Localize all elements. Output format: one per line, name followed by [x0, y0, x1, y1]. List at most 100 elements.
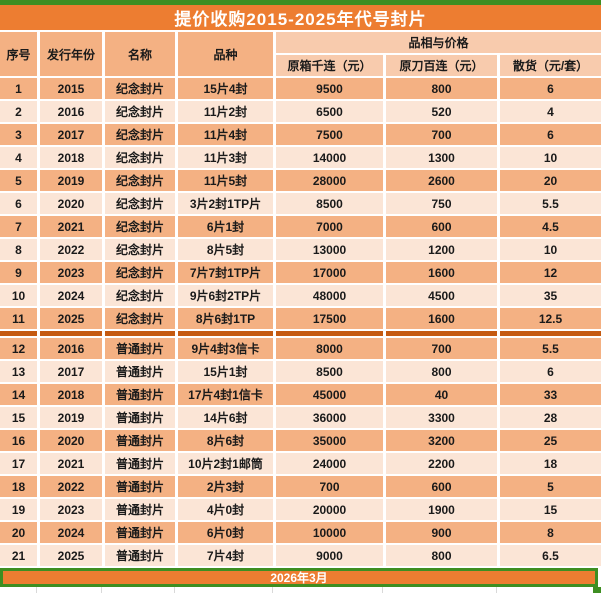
cell-variety[interactable]: 15片4封 [178, 78, 273, 99]
cell-box[interactable]: 9500 [276, 78, 383, 99]
header-cell-name[interactable]: 名称 [105, 32, 175, 76]
cell-box[interactable]: 35000 [276, 430, 383, 451]
cell-box[interactable]: 36000 [276, 407, 383, 428]
title-bar[interactable]: 提价收购2015-2025年代号封片 [0, 5, 601, 30]
cell-blade[interactable]: 900 [386, 522, 497, 543]
cell-variety[interactable]: 15片1封 [178, 361, 273, 382]
header-cell-serial[interactable]: 序号 [0, 32, 37, 76]
cell-blade[interactable]: 600 [386, 476, 497, 497]
cell-bulk[interactable]: 35 [500, 285, 601, 306]
cell-name[interactable]: 纪念封片 [105, 124, 175, 145]
cell-blade[interactable]: 700 [386, 338, 497, 359]
cell-name[interactable]: 普通封片 [105, 545, 175, 566]
cell-box[interactable]: 10000 [276, 522, 383, 543]
cell-name[interactable]: 普通封片 [105, 430, 175, 451]
cell-bulk[interactable]: 25 [500, 430, 601, 451]
cell-serial[interactable]: 17 [0, 453, 37, 474]
cell-serial[interactable]: 9 [0, 262, 37, 283]
cell-variety[interactable]: 8片6封1TP [178, 308, 273, 329]
cell-variety[interactable]: 3片2封1TP片 [178, 193, 273, 214]
cell-box[interactable]: 9000 [276, 545, 383, 566]
cell-bulk[interactable]: 5.5 [500, 338, 601, 359]
cell-bulk[interactable]: 10 [500, 239, 601, 260]
cell-bulk[interactable]: 4.5 [500, 216, 601, 237]
cell-name[interactable]: 纪念封片 [105, 216, 175, 237]
cell-bulk[interactable]: 4 [500, 101, 601, 122]
cell-name[interactable]: 纪念封片 [105, 308, 175, 329]
cell-box[interactable]: 20000 [276, 499, 383, 520]
header-cell-condition-price[interactable]: 品相与价格 [276, 32, 601, 53]
cell-year[interactable]: 2021 [40, 216, 102, 237]
selection-fill-handle[interactable] [593, 587, 601, 593]
cell-variety[interactable]: 6片1封 [178, 216, 273, 237]
cell-box[interactable]: 8500 [276, 193, 383, 214]
cell-name[interactable]: 纪念封片 [105, 78, 175, 99]
cell-blade[interactable]: 800 [386, 361, 497, 382]
cell-blade[interactable]: 600 [386, 216, 497, 237]
header-cell-bulk[interactable]: 散货（元/套） [500, 55, 601, 76]
cell-bulk[interactable]: 5 [500, 476, 601, 497]
cell-year[interactable]: 2019 [40, 170, 102, 191]
cell-box[interactable]: 6500 [276, 101, 383, 122]
cell-variety[interactable]: 11片3封 [178, 147, 273, 168]
cell-serial[interactable]: 15 [0, 407, 37, 428]
cell-serial[interactable]: 18 [0, 476, 37, 497]
cell-serial[interactable]: 12 [0, 338, 37, 359]
cell-variety[interactable]: 7片7封1TP片 [178, 262, 273, 283]
cell-name[interactable]: 纪念封片 [105, 193, 175, 214]
cell-box[interactable]: 48000 [276, 285, 383, 306]
cell-year[interactable]: 2015 [40, 78, 102, 99]
cell-box[interactable]: 8000 [276, 338, 383, 359]
cell-variety[interactable]: 7片4封 [178, 545, 273, 566]
cell-variety[interactable]: 11片5封 [178, 170, 273, 191]
cell-name[interactable]: 普通封片 [105, 338, 175, 359]
cell-blade[interactable]: 3200 [386, 430, 497, 451]
cell-blade[interactable]: 4500 [386, 285, 497, 306]
cell-blade[interactable]: 1200 [386, 239, 497, 260]
cell-bulk[interactable]: 6.5 [500, 545, 601, 566]
cell-serial[interactable]: 2 [0, 101, 37, 122]
cell-bulk[interactable]: 6 [500, 78, 601, 99]
cell-blade[interactable]: 2600 [386, 170, 497, 191]
cell-serial[interactable]: 1 [0, 78, 37, 99]
cell-bulk[interactable]: 15 [500, 499, 601, 520]
cell-box[interactable]: 14000 [276, 147, 383, 168]
cell-year[interactable]: 2024 [40, 285, 102, 306]
cell-year[interactable]: 2024 [40, 522, 102, 543]
cell-blade[interactable]: 1600 [386, 262, 497, 283]
cell-bulk[interactable]: 10 [500, 147, 601, 168]
cell-year[interactable]: 2025 [40, 308, 102, 329]
cell-blade[interactable]: 3300 [386, 407, 497, 428]
cell-variety[interactable]: 2片3封 [178, 476, 273, 497]
cell-blade[interactable]: 1300 [386, 147, 497, 168]
cell-name[interactable]: 普通封片 [105, 384, 175, 405]
cell-bulk[interactable]: 6 [500, 124, 601, 145]
cell-box[interactable]: 45000 [276, 384, 383, 405]
cell-bulk[interactable]: 8 [500, 522, 601, 543]
cell-box[interactable]: 17000 [276, 262, 383, 283]
cell-bulk[interactable]: 5.5 [500, 193, 601, 214]
cell-year[interactable]: 2025 [40, 545, 102, 566]
cell-serial[interactable]: 4 [0, 147, 37, 168]
header-cell-original-blade[interactable]: 原刀百连（元） [386, 55, 497, 76]
cell-variety[interactable]: 8片6封 [178, 430, 273, 451]
cell-bulk[interactable]: 18 [500, 453, 601, 474]
cell-box[interactable]: 17500 [276, 308, 383, 329]
cell-year[interactable]: 2022 [40, 239, 102, 260]
cell-box[interactable]: 28000 [276, 170, 383, 191]
cell-serial[interactable]: 10 [0, 285, 37, 306]
cell-serial[interactable]: 6 [0, 193, 37, 214]
cell-serial[interactable]: 3 [0, 124, 37, 145]
cell-serial[interactable]: 5 [0, 170, 37, 191]
cell-name[interactable]: 普通封片 [105, 522, 175, 543]
cell-name[interactable]: 纪念封片 [105, 285, 175, 306]
cell-serial[interactable]: 8 [0, 239, 37, 260]
cell-year[interactable]: 2016 [40, 101, 102, 122]
cell-blade[interactable]: 1600 [386, 308, 497, 329]
cell-serial[interactable]: 7 [0, 216, 37, 237]
cell-blade[interactable]: 800 [386, 78, 497, 99]
cell-blade[interactable]: 700 [386, 124, 497, 145]
cell-variety[interactable]: 17片4封1信卡 [178, 384, 273, 405]
header-cell-year[interactable]: 发行年份 [40, 32, 102, 76]
cell-blade[interactable]: 1900 [386, 499, 497, 520]
